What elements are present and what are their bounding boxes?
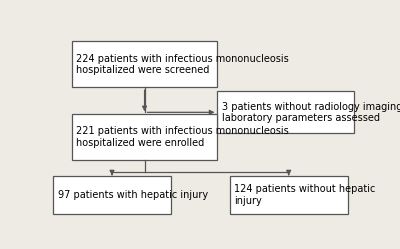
FancyBboxPatch shape (230, 176, 348, 214)
Text: 3 patients without radiology imaging and
laboratory parameters assessed: 3 patients without radiology imaging and… (222, 102, 400, 123)
Text: 221 patients with infectious mononucleosis
hospitalized were enrolled: 221 patients with infectious mononucleos… (76, 126, 289, 148)
FancyBboxPatch shape (72, 41, 218, 87)
FancyBboxPatch shape (72, 114, 218, 160)
Text: 224 patients with infectious mononucleosis
hospitalized were screened: 224 patients with infectious mononucleos… (76, 54, 289, 75)
Text: 124 patients without hepatic
injury: 124 patients without hepatic injury (234, 184, 376, 206)
FancyBboxPatch shape (53, 176, 171, 214)
FancyBboxPatch shape (218, 91, 354, 133)
Text: 97 patients with hepatic injury: 97 patients with hepatic injury (58, 190, 208, 200)
